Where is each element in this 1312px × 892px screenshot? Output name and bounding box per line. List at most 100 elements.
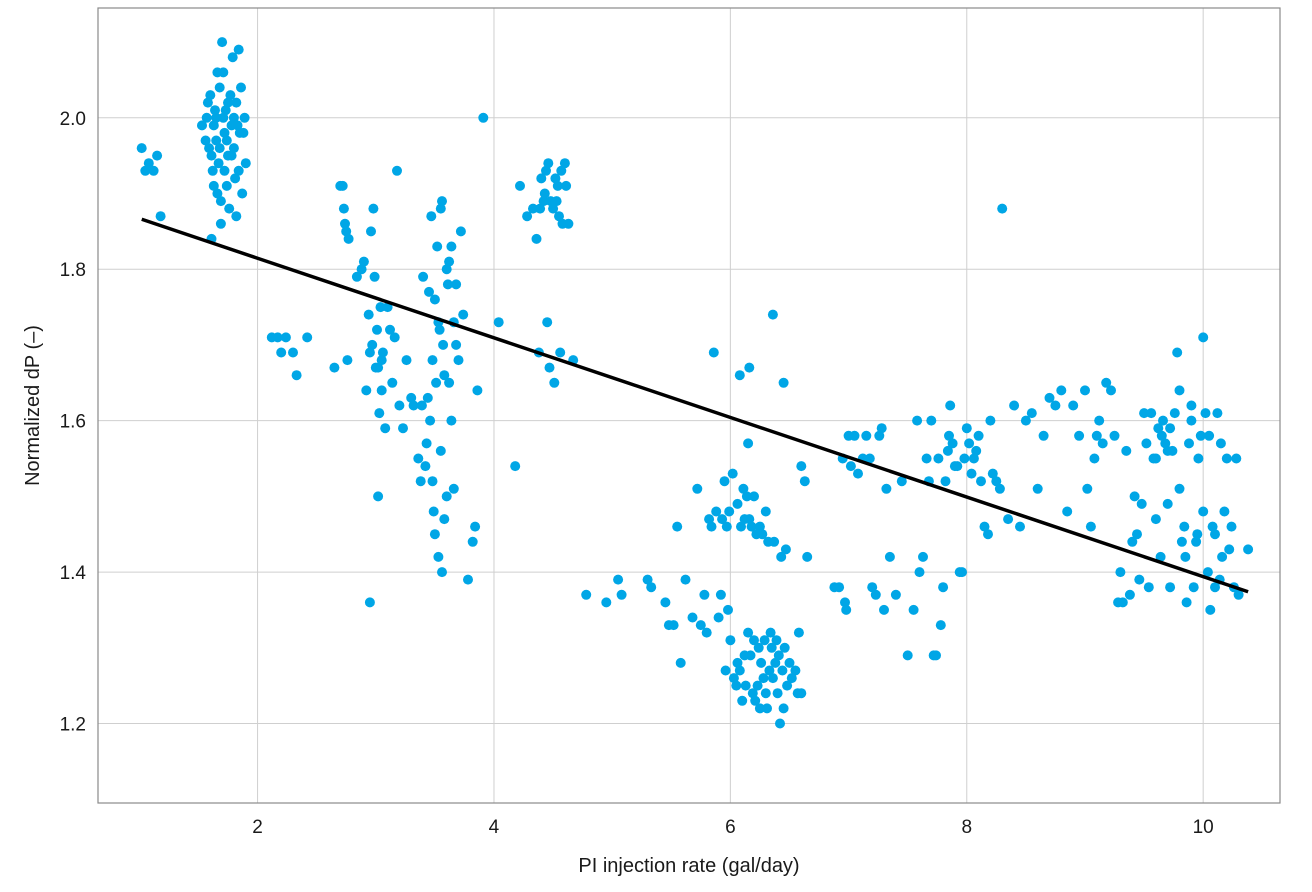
data-point <box>1062 506 1073 517</box>
data-point <box>429 294 440 305</box>
data-point <box>706 521 717 532</box>
data-point <box>288 347 298 358</box>
data-point <box>392 165 402 176</box>
data-point <box>536 173 547 184</box>
data-point <box>1193 453 1204 464</box>
data-point <box>778 377 789 388</box>
data-point <box>1200 408 1211 419</box>
data-point <box>432 241 443 252</box>
data-point <box>979 521 990 532</box>
data-point <box>1132 529 1142 540</box>
data-point <box>786 673 797 684</box>
grid-lines <box>98 8 1280 803</box>
data-point <box>1195 430 1206 441</box>
data-point <box>957 567 967 578</box>
data-point <box>211 112 222 123</box>
data-point <box>226 150 237 161</box>
x-tick-labels: 2 4 6 8 10 <box>252 817 1213 838</box>
data-point <box>771 635 782 646</box>
data-point <box>973 430 984 441</box>
data-point <box>744 362 755 373</box>
data-point <box>368 203 379 214</box>
data-point <box>1215 438 1226 449</box>
data-point <box>952 461 963 472</box>
data-point <box>668 620 679 631</box>
data-point <box>1134 574 1145 585</box>
data-point <box>446 241 457 252</box>
data-point <box>991 476 1002 487</box>
data-point <box>921 453 932 464</box>
data-point <box>1165 582 1176 593</box>
data-point <box>441 491 452 502</box>
data-point <box>704 514 715 525</box>
data-point <box>231 211 242 222</box>
data-point <box>197 120 207 131</box>
data-point <box>219 127 230 138</box>
y-tick-label: 1.8 <box>60 260 86 281</box>
data-point <box>152 150 163 161</box>
data-point <box>879 604 889 615</box>
data-point <box>1139 408 1150 419</box>
data-point <box>543 158 554 169</box>
data-point <box>554 211 564 222</box>
data-point <box>756 657 767 668</box>
data-point <box>849 430 860 441</box>
data-point <box>438 339 449 350</box>
data-point <box>538 196 549 207</box>
data-point <box>401 355 412 366</box>
data-point <box>444 377 455 388</box>
data-point <box>715 589 726 600</box>
data-point <box>1221 453 1232 464</box>
data-point <box>997 203 1008 214</box>
data-point <box>433 551 444 562</box>
data-point <box>874 430 885 441</box>
data-point <box>329 362 340 373</box>
data-point <box>439 370 450 381</box>
data-point <box>841 604 852 615</box>
data-point <box>739 514 750 525</box>
data-point <box>699 589 710 600</box>
data-point <box>510 461 521 472</box>
data-point <box>1226 521 1237 532</box>
data-point <box>861 430 872 441</box>
data-point <box>1174 483 1185 494</box>
data-point <box>1176 536 1187 547</box>
data-point <box>711 506 722 517</box>
data-point <box>890 589 901 600</box>
data-point <box>1150 514 1161 525</box>
data-point <box>796 688 807 699</box>
data-point <box>208 120 219 131</box>
data-point <box>522 211 533 222</box>
data-point <box>1184 438 1194 449</box>
data-point <box>551 196 562 207</box>
data-point <box>535 203 546 214</box>
data-point <box>727 468 738 479</box>
data-point <box>1050 400 1061 411</box>
data-point <box>1155 551 1166 562</box>
data-point <box>435 445 446 456</box>
data-point <box>1162 498 1173 509</box>
data-point <box>1146 408 1157 419</box>
data-point <box>237 188 248 199</box>
data-point <box>1174 385 1185 396</box>
data-point <box>398 423 408 434</box>
data-point <box>741 491 752 502</box>
data-point <box>738 483 749 494</box>
data-point <box>926 415 937 426</box>
data-point <box>291 370 302 381</box>
data-point <box>434 324 445 335</box>
data-point <box>221 135 232 146</box>
data-point <box>207 165 218 176</box>
data-point <box>1169 408 1180 419</box>
data-point <box>933 453 944 464</box>
data-point <box>563 218 574 229</box>
data-point <box>713 612 724 623</box>
data-point <box>1243 544 1254 555</box>
data-point <box>721 521 732 532</box>
data-point <box>302 332 313 343</box>
data-point <box>737 695 748 706</box>
data-point <box>1198 332 1209 343</box>
data-point <box>155 211 166 222</box>
data-point <box>1205 604 1216 615</box>
data-point <box>238 127 249 138</box>
